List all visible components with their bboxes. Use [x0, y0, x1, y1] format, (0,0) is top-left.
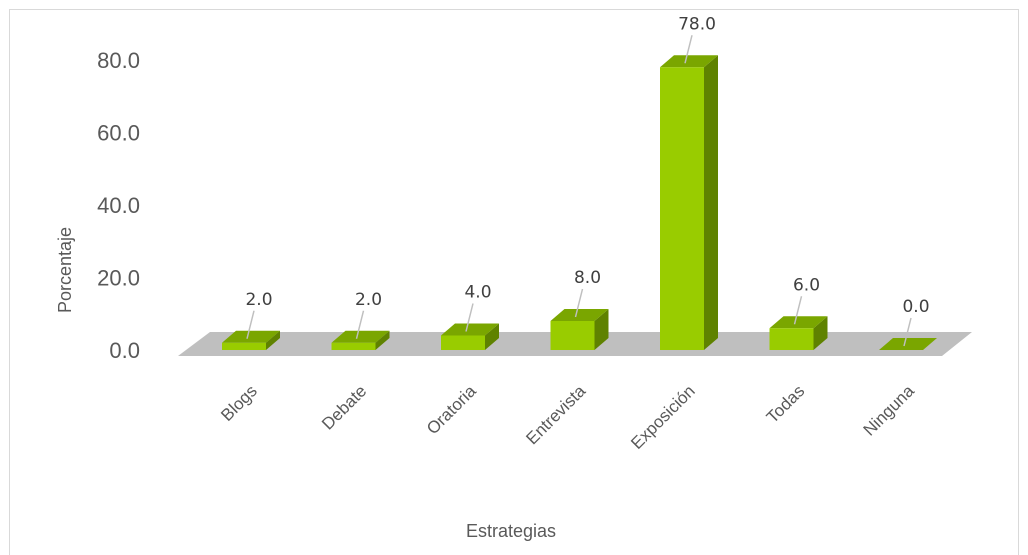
bar-top — [550, 309, 609, 321]
data-label-leader — [574, 288, 584, 318]
bar-entrevista — [550, 309, 609, 350]
bar-side — [375, 330, 390, 350]
bar-front — [550, 321, 595, 350]
category-label: Ninguna — [860, 381, 919, 440]
bar-debate — [331, 330, 390, 350]
data-label: 8.0 — [574, 268, 601, 288]
bar-exposición — [660, 55, 718, 350]
bar-front — [222, 342, 266, 350]
data-label: 4.0 — [464, 283, 491, 303]
chart-frame — [9, 9, 1019, 555]
category-label: Blogs — [217, 381, 261, 425]
bar-top — [660, 55, 718, 68]
x-axis-title: Estrategias — [466, 521, 556, 541]
bar-front — [331, 342, 376, 350]
bar-top — [769, 316, 828, 329]
data-label-leader — [355, 310, 365, 339]
bar-oratoria — [441, 323, 499, 350]
bar-ninguna — [879, 338, 937, 350]
bar-todas — [769, 316, 828, 350]
bar-front — [660, 67, 704, 350]
category-label: Debate — [318, 381, 370, 433]
data-label: 0.0 — [902, 297, 929, 317]
bar-blogs — [222, 330, 280, 350]
bar-side — [704, 55, 718, 350]
bar-top — [441, 323, 499, 336]
bar-front — [769, 328, 814, 350]
category-label: Todas — [763, 381, 809, 427]
data-label: 2.0 — [245, 290, 272, 310]
data-label-leader — [793, 296, 803, 325]
bar-side — [594, 309, 609, 350]
data-label: 78.0 — [678, 14, 716, 34]
category-label: Exposición — [627, 381, 699, 453]
y-tick-label: 60.0 — [97, 121, 140, 146]
y-tick-label: 40.0 — [97, 193, 140, 218]
bar-top — [331, 330, 390, 343]
category-label: Oratoria — [423, 381, 480, 438]
y-tick-label: 80.0 — [97, 48, 140, 73]
bar-top — [222, 330, 280, 343]
bar-side — [266, 330, 280, 350]
data-label: 6.0 — [793, 275, 820, 295]
data-label-leader — [465, 303, 474, 332]
data-label-leader — [246, 310, 255, 339]
bar-side — [485, 323, 499, 350]
data-label-leader — [903, 317, 912, 347]
bar-front — [441, 335, 485, 350]
y-tick-label: 20.0 — [97, 266, 140, 291]
category-label: Entrevista — [522, 381, 589, 448]
bar-top — [879, 338, 937, 350]
bar-side — [813, 316, 828, 350]
y-axis-title: Porcentaje — [55, 227, 75, 313]
data-label: 2.0 — [355, 290, 382, 310]
y-tick-label: 0.0 — [109, 338, 140, 363]
data-label-leader — [684, 35, 693, 64]
